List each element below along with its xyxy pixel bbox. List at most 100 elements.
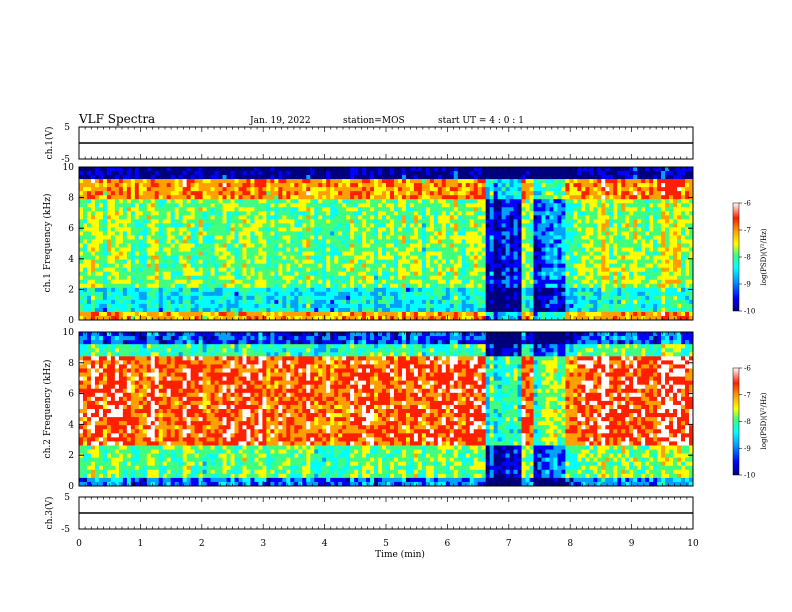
spectrogram-cell	[231, 195, 235, 199]
spectrogram-cell	[354, 219, 358, 223]
spectrogram-cell	[302, 308, 306, 312]
spectrogram-cell	[246, 191, 250, 195]
spectrogram-cell	[258, 223, 262, 227]
spectrogram-cell	[163, 268, 167, 272]
spectrogram-cell	[370, 175, 374, 179]
spectrogram-cell	[266, 219, 270, 223]
ch1-waveform-ylabel: ch.1(V)	[44, 127, 55, 160]
spectrogram-cell	[522, 308, 526, 312]
spectrogram-cell	[585, 256, 589, 260]
spectrogram-cell	[350, 167, 354, 171]
spectrogram-cell	[470, 284, 474, 288]
spectrogram-cell	[569, 175, 573, 179]
spectrogram-cell	[486, 272, 490, 276]
spectrogram-cell	[231, 272, 235, 276]
spectrogram-cell	[454, 252, 458, 256]
spectrogram-cell	[195, 215, 199, 219]
spectrogram-cell	[326, 248, 330, 252]
spectrogram-cell	[593, 191, 597, 195]
spectrogram-cell	[446, 219, 450, 223]
spectrogram-cell	[354, 276, 358, 280]
ch1-spectrogram-cells	[79, 167, 693, 320]
spectrogram-cell	[434, 244, 438, 248]
spectrogram-cell	[418, 187, 422, 191]
spectrogram-cell	[474, 227, 478, 231]
spectrogram-cell	[87, 260, 91, 264]
spectrogram-cell	[565, 304, 569, 308]
spectrogram-cell	[406, 191, 410, 195]
spectrogram-cell	[346, 268, 350, 272]
spectrogram-cell	[597, 195, 601, 199]
spectrogram-cell	[338, 268, 342, 272]
spectrogram-cell	[350, 248, 354, 252]
spectrogram-cell	[111, 191, 115, 195]
spectrogram-cell	[597, 276, 601, 280]
spectrogram-cell	[318, 203, 322, 207]
spectrogram-cell	[418, 215, 422, 219]
spectrogram-cell	[107, 167, 111, 171]
spectrogram-cell	[195, 296, 199, 300]
spectrogram-cell	[95, 268, 99, 272]
spectrogram-cell	[119, 235, 123, 239]
spectrogram-cell	[390, 219, 394, 223]
spectrogram-cell	[215, 179, 219, 183]
spectrogram-cell	[577, 199, 581, 203]
spectrogram-cell	[434, 191, 438, 195]
spectrogram-cell	[541, 175, 545, 179]
spectrogram-cell	[274, 223, 278, 227]
spectrogram-cell	[107, 203, 111, 207]
spectrogram-cell	[346, 199, 350, 203]
spectrogram-cell	[494, 215, 498, 219]
spectrogram-cell	[171, 215, 175, 219]
spectrogram-cell	[569, 244, 573, 248]
spectrogram-cell	[87, 300, 91, 304]
spectrogram-cell	[274, 235, 278, 239]
spectrogram-cell	[266, 179, 270, 183]
spectrogram-cell	[414, 308, 418, 312]
spectrogram-cell	[127, 239, 131, 243]
spectrogram-cell	[402, 239, 406, 243]
spectrogram-cell	[374, 300, 378, 304]
spectrogram-cell	[167, 211, 171, 215]
spectrogram-cell	[234, 227, 238, 231]
spectrogram-cell	[370, 231, 374, 235]
spectrogram-cell	[470, 264, 474, 268]
spectrogram-cell	[258, 171, 262, 175]
spectrogram-cell	[406, 244, 410, 248]
spectrogram-cell	[585, 235, 589, 239]
spectrogram-cell	[290, 244, 294, 248]
spectrogram-cell	[254, 244, 258, 248]
spectrogram-cell	[306, 308, 310, 312]
spectrogram-cell	[127, 248, 131, 252]
spectrogram-cell	[569, 252, 573, 256]
spectrogram-cell	[593, 183, 597, 187]
spectrogram-cell	[151, 312, 155, 316]
spectrogram-cell	[207, 187, 211, 191]
spectrogram-cell	[482, 235, 486, 239]
spectrogram-cell	[302, 252, 306, 256]
spectrogram-cell	[454, 191, 458, 195]
spectrogram-cell	[374, 244, 378, 248]
spectrogram-cell	[561, 308, 565, 312]
spectrogram-cell	[569, 260, 573, 264]
spectrogram-cell	[366, 288, 370, 292]
spectrogram-cell	[123, 300, 127, 304]
spectrogram-cell	[155, 235, 159, 239]
spectrogram-cell	[498, 276, 502, 280]
spectrogram-cell	[111, 312, 115, 316]
spectrogram-cell	[406, 264, 410, 268]
spectrogram-cell	[234, 175, 238, 179]
spectrogram-cell	[302, 284, 306, 288]
spectrogram-cell	[418, 284, 422, 288]
spectrogram-cell	[290, 203, 294, 207]
spectrogram-cell	[502, 272, 506, 276]
spectrogram-cell	[123, 235, 127, 239]
spectrogram-cell	[298, 235, 302, 239]
spectrogram-cell	[534, 187, 538, 191]
spectrogram-cell	[426, 252, 430, 256]
spectrogram-cell	[107, 175, 111, 179]
spectrogram-cell	[362, 288, 366, 292]
spectrogram-cell	[378, 252, 382, 256]
spectrogram-cell	[191, 167, 195, 171]
spectrogram-cell	[282, 304, 286, 308]
